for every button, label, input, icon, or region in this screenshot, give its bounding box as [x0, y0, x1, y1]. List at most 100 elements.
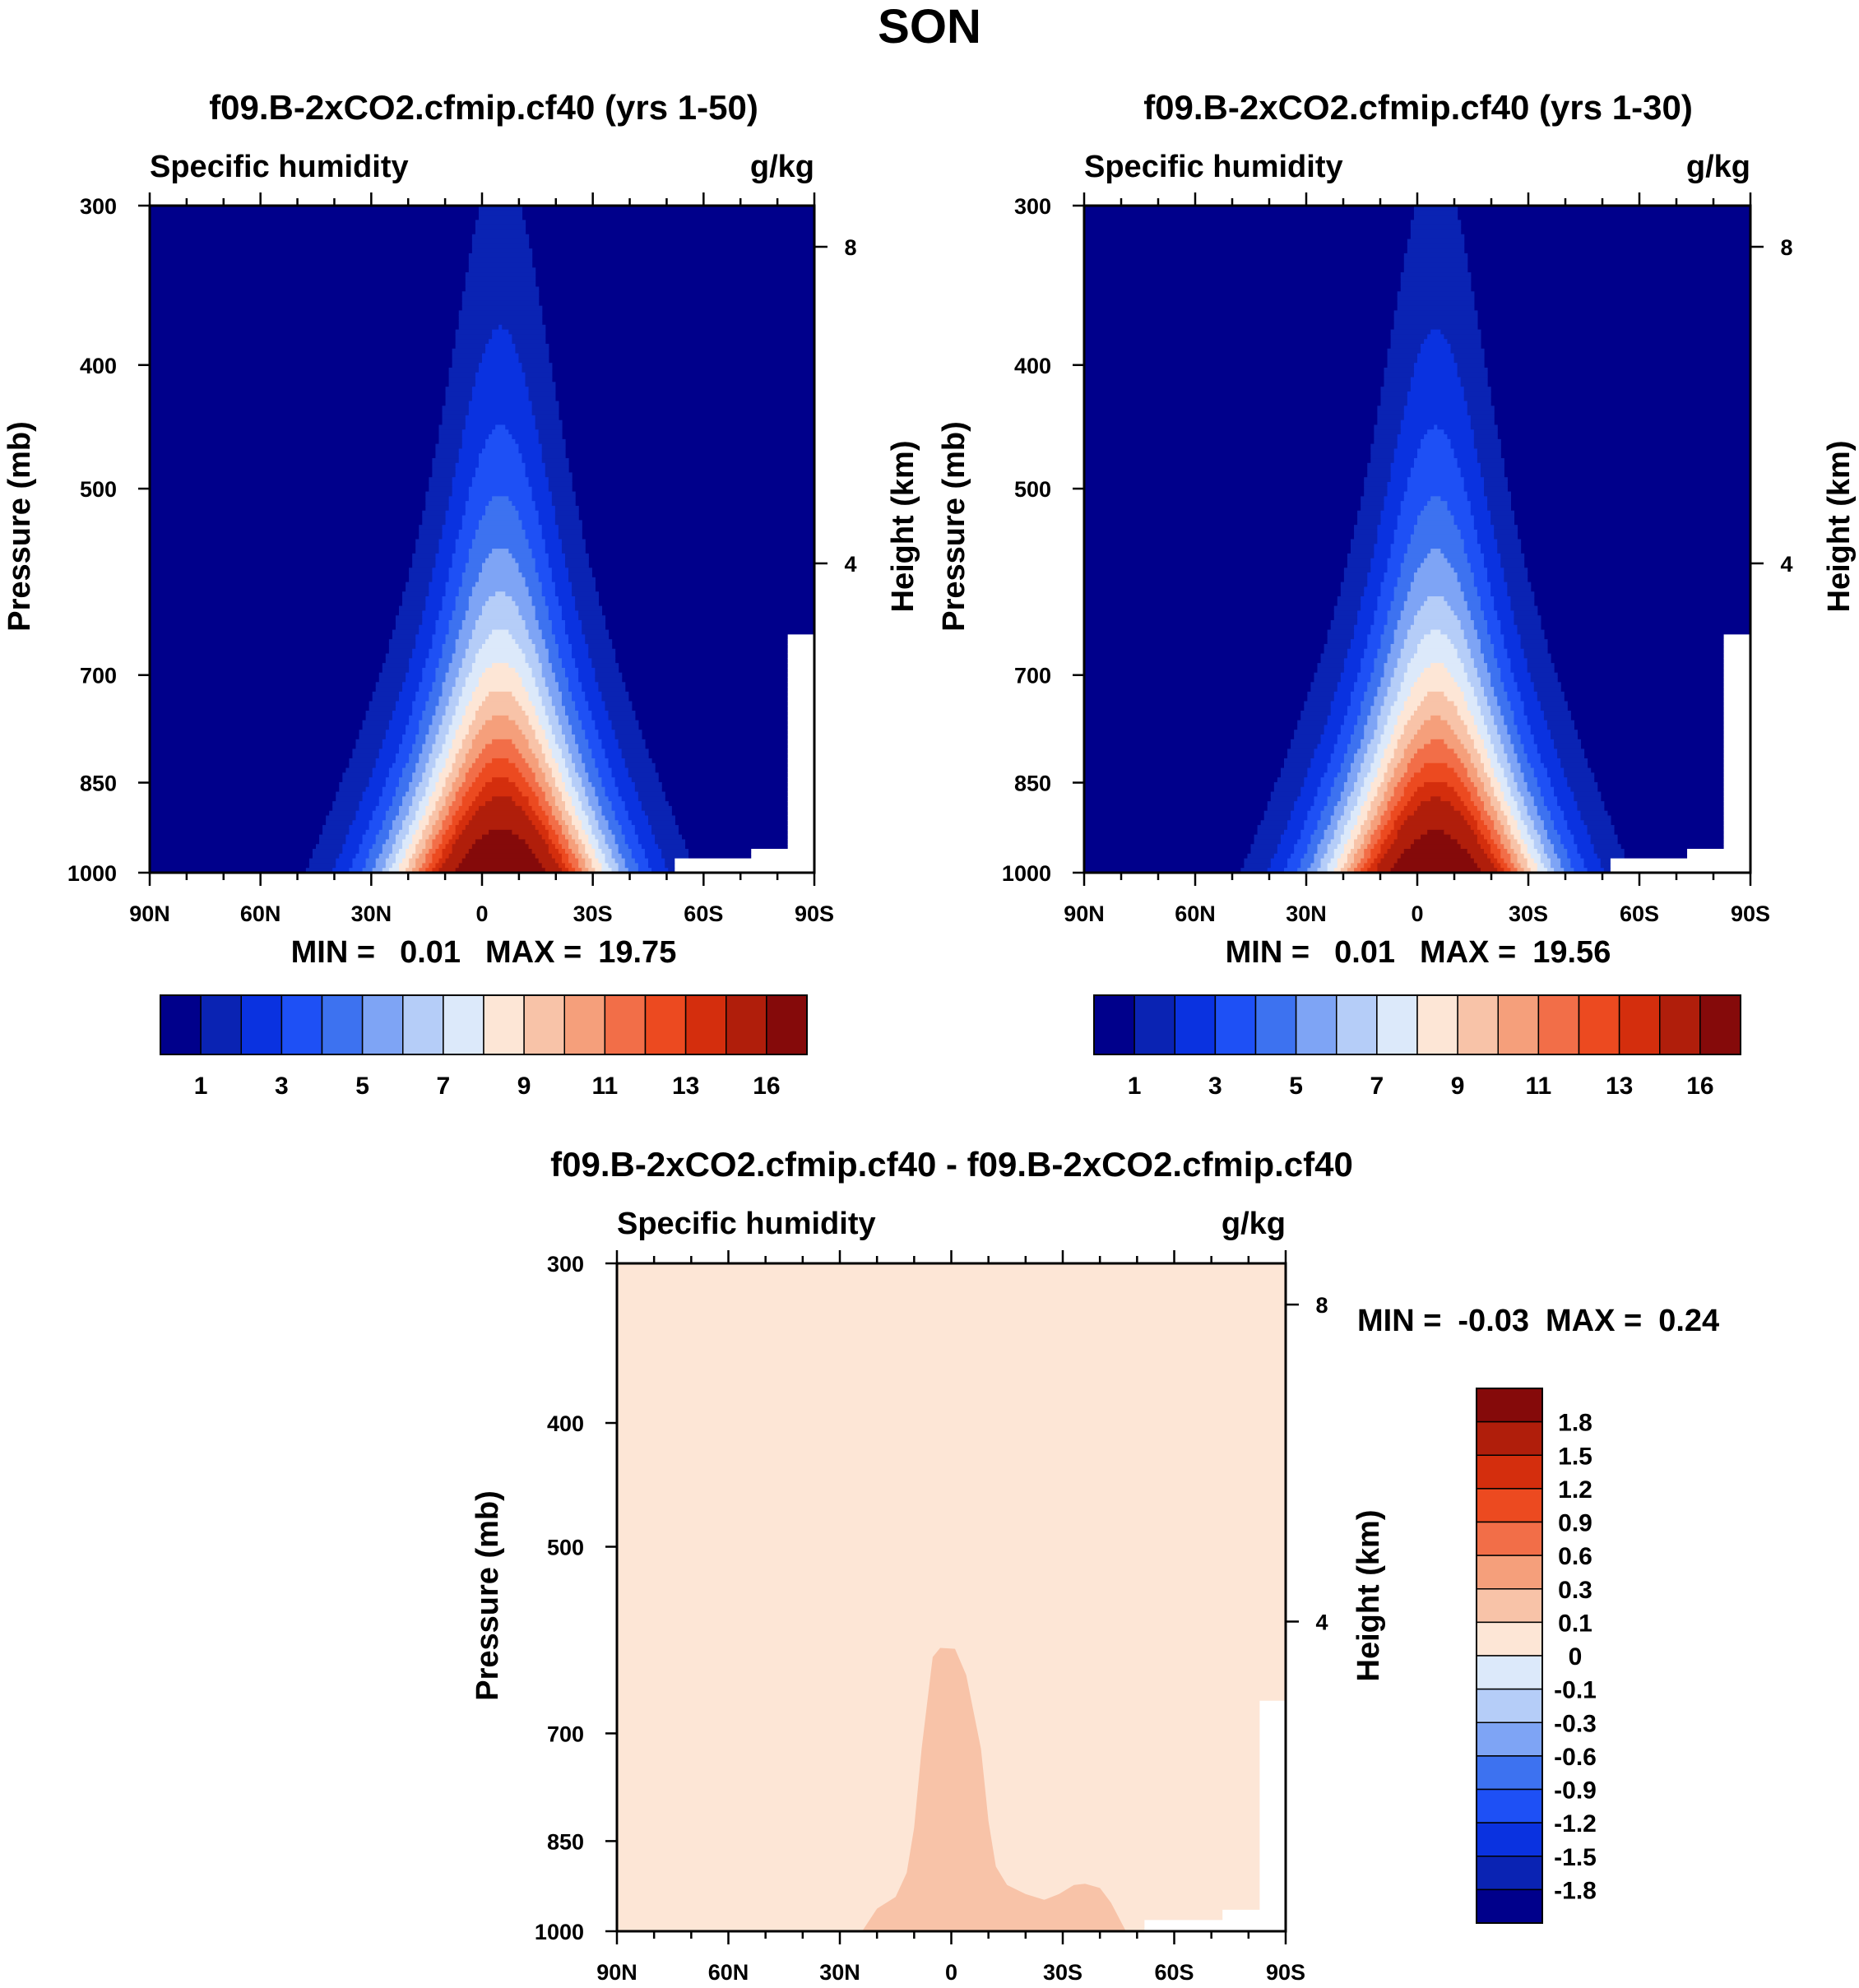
contour-cell [1370, 767, 1378, 773]
contour-cell [558, 834, 566, 841]
contour-cell [522, 753, 536, 759]
contour-cell [448, 568, 466, 573]
contour-cell [548, 744, 559, 749]
contour-cell [429, 796, 440, 802]
contour-cell [1470, 610, 1485, 616]
contour-cell [585, 786, 596, 793]
contour-cell [1450, 639, 1468, 645]
contour-cell [1384, 577, 1398, 583]
colorbar-box [1699, 994, 1741, 1055]
contour-cell [1403, 772, 1415, 778]
contour-cell [1337, 596, 1361, 602]
contour-cell [1397, 696, 1408, 702]
x-tick-label: 90N [1064, 901, 1105, 926]
contour-cell [751, 849, 815, 855]
contour-cell [465, 734, 476, 740]
contour-cell [448, 663, 463, 669]
contour-cell [551, 663, 563, 669]
contour-cell [1403, 730, 1418, 735]
contour-cell [492, 796, 512, 802]
contour-cell [1390, 677, 1405, 683]
contour-cell [448, 496, 470, 502]
contour-cell [458, 586, 473, 592]
contour-cell [624, 762, 656, 769]
colorbar-label: 9 [1451, 1073, 1465, 1100]
colorbar-frame [1476, 1388, 1543, 1924]
contour-cell [1723, 677, 1751, 683]
contour-cell [455, 600, 470, 607]
contour-cell [541, 529, 559, 535]
contour-cell [1387, 687, 1402, 693]
contour-cell [412, 868, 420, 874]
contour-cell [561, 539, 586, 544]
contour-cell [1413, 372, 1458, 378]
contour-cell [561, 844, 569, 850]
contour-cell [787, 667, 815, 674]
contour-cell [478, 458, 523, 464]
contour-cell [668, 868, 675, 874]
contour-cell [468, 496, 493, 502]
contour-cell [438, 658, 453, 664]
contour-cell [1364, 481, 1388, 488]
contour-cell [1470, 810, 1481, 817]
contour-cell [1403, 262, 1468, 268]
contour-cell [1330, 758, 1345, 764]
contour-cell [458, 696, 473, 702]
contour-cell [1367, 687, 1378, 693]
contour-cell [1543, 844, 1555, 850]
contour-cell [1723, 682, 1751, 688]
contour-cell [1397, 815, 1408, 821]
contour-cell [1533, 839, 1541, 845]
colorbar-box [1476, 1822, 1543, 1857]
contour-cell [388, 725, 406, 730]
contour-cell [1387, 491, 1405, 497]
contour-cell [1484, 786, 1495, 793]
contour-cell [1430, 549, 1441, 554]
contour-cell [621, 853, 633, 860]
contour-cell [641, 844, 659, 850]
contour-cell [452, 558, 470, 564]
contour-cell [1517, 786, 1528, 793]
contour-cell [455, 730, 470, 735]
y-tick-label: 1000 [535, 1920, 584, 1944]
contour-cell [1273, 781, 1305, 788]
contour-cell [452, 358, 483, 364]
contour-cell [1400, 286, 1472, 292]
contour-cell [1424, 634, 1449, 640]
contour-cell [442, 525, 463, 531]
contour-cell [1517, 839, 1525, 845]
contour-cell [1330, 753, 1345, 759]
contour-cell [1687, 853, 1751, 860]
contour-cell [575, 663, 592, 669]
contour-cell [512, 829, 540, 836]
contour-cell [1284, 758, 1311, 764]
contour-cell [1497, 796, 1504, 802]
contour-cell [1294, 805, 1311, 812]
contour-cell [1610, 868, 1751, 874]
contour-cell [1291, 853, 1305, 860]
contour-cell [538, 858, 556, 864]
contour-cell [548, 605, 563, 611]
contour-cell [1560, 758, 1588, 764]
contour-cell [419, 629, 437, 635]
contour-cell [1510, 853, 1518, 860]
colorbar-label: 16 [1686, 1073, 1713, 1100]
contour-cell [1310, 805, 1325, 812]
contour-cell [432, 462, 457, 469]
contour-cell [1517, 629, 1545, 635]
contour-cell [1460, 619, 1475, 626]
contour-cell [1477, 453, 1501, 459]
contour-cell [1470, 419, 1495, 426]
contour-cell [1397, 691, 1412, 697]
contour-cell [601, 849, 613, 855]
contour-cell [1430, 629, 1441, 635]
contour-cell [585, 734, 599, 740]
contour-cell [1354, 786, 1361, 793]
x-tick-label: 60N [1175, 901, 1216, 926]
contour-cell [608, 825, 623, 831]
contour-cell [435, 762, 447, 769]
contour-cell [502, 324, 546, 331]
contour-cell [1337, 825, 1345, 831]
contour-cell [1361, 600, 1378, 607]
contour-cell [1354, 781, 1365, 788]
